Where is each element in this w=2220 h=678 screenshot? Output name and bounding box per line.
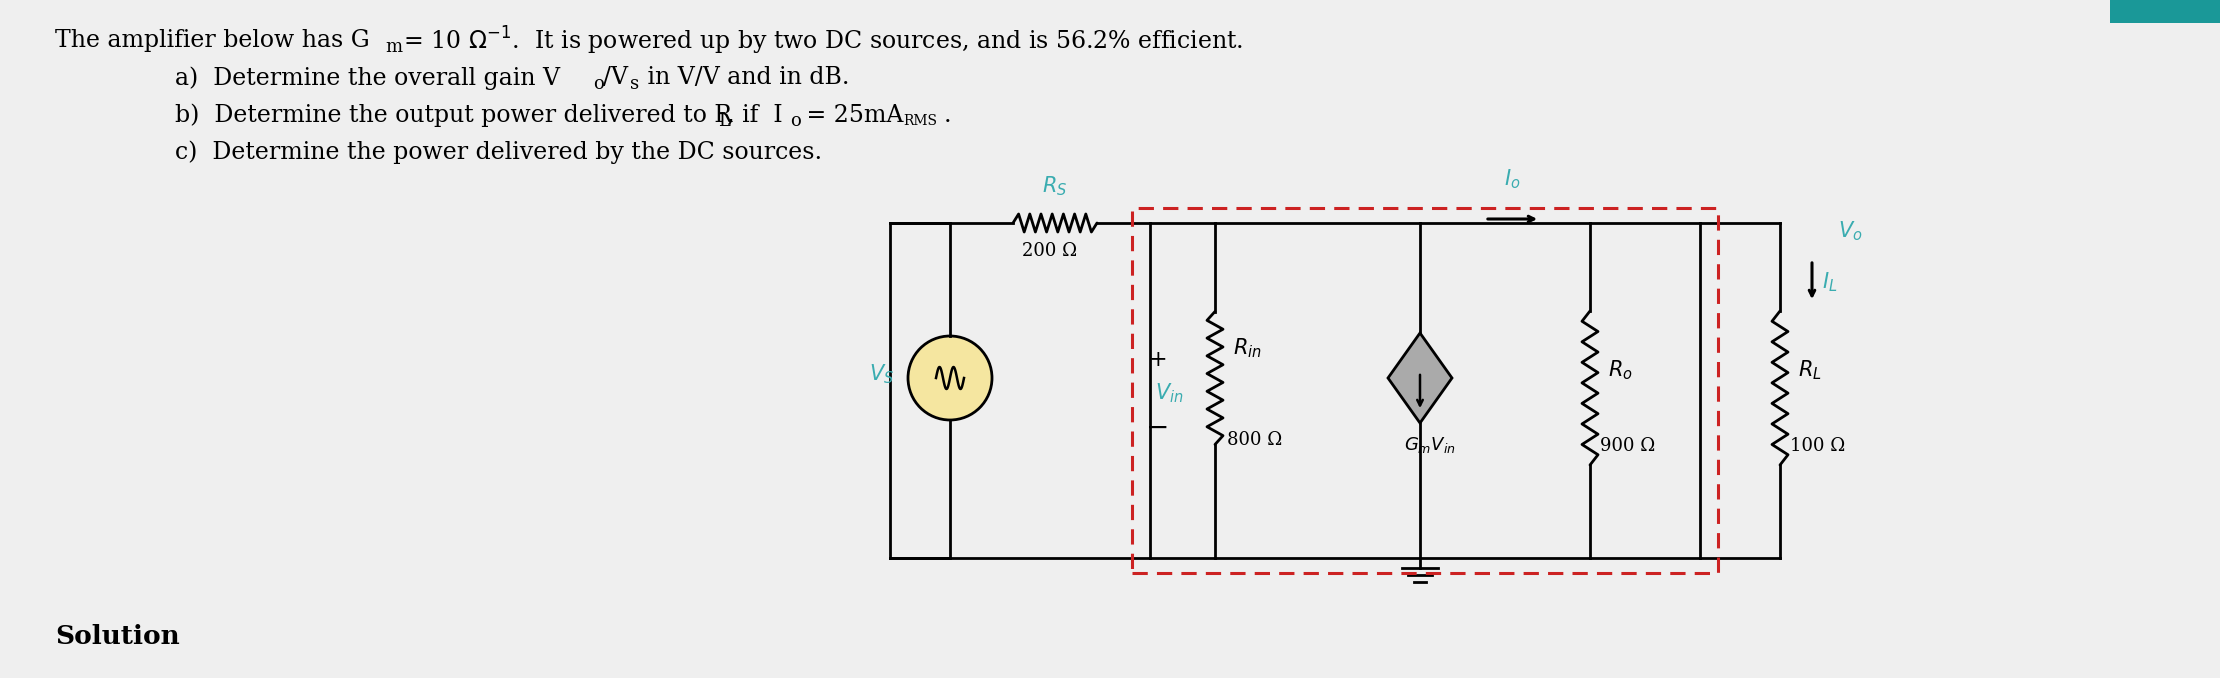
Text: , if  I: , if I bbox=[726, 104, 784, 127]
Text: +: + bbox=[1148, 349, 1168, 371]
Text: $V_S$: $V_S$ bbox=[868, 362, 895, 386]
Text: .: . bbox=[944, 104, 952, 127]
Text: RMS: RMS bbox=[904, 114, 937, 128]
Text: $I_o$: $I_o$ bbox=[1503, 167, 1521, 191]
Text: b)  Determine the output power delivered to R: b) Determine the output power delivered … bbox=[175, 103, 733, 127]
Text: L: L bbox=[717, 112, 730, 130]
Text: $V_{in}$: $V_{in}$ bbox=[1154, 381, 1183, 405]
Bar bbox=[2109, 0, 2220, 23]
Text: 200 Ω: 200 Ω bbox=[1023, 242, 1077, 260]
Text: 800 Ω: 800 Ω bbox=[1228, 431, 1283, 449]
Text: c)  Determine the power delivered by the DC sources.: c) Determine the power delivered by the … bbox=[175, 140, 821, 164]
Text: −: − bbox=[1146, 414, 1170, 441]
Bar bbox=[1132, 208, 1718, 573]
Text: 900 Ω: 900 Ω bbox=[1601, 437, 1656, 455]
Text: $R_o$: $R_o$ bbox=[1607, 358, 1632, 382]
Text: 100 Ω: 100 Ω bbox=[1789, 437, 1845, 455]
Text: o: o bbox=[790, 112, 801, 130]
Text: o: o bbox=[593, 75, 604, 93]
Text: $I_L$: $I_L$ bbox=[1823, 271, 1838, 294]
Text: $G_m V_{in}$: $G_m V_{in}$ bbox=[1405, 435, 1456, 455]
Text: The amplifier below has G: The amplifier below has G bbox=[56, 30, 371, 52]
Text: s: s bbox=[630, 75, 639, 93]
Text: $V_o$: $V_o$ bbox=[1838, 219, 1863, 243]
Text: $R_{in}$: $R_{in}$ bbox=[1232, 336, 1261, 360]
Polygon shape bbox=[1388, 333, 1452, 423]
Text: = 25mA: = 25mA bbox=[799, 104, 904, 127]
Text: $R_L$: $R_L$ bbox=[1798, 358, 1823, 382]
Text: in V/V and in dB.: in V/V and in dB. bbox=[639, 66, 850, 89]
Text: Solution: Solution bbox=[56, 624, 180, 648]
Circle shape bbox=[908, 336, 992, 420]
Text: = 10 $\Omega^{-1}$.  It is powered up by two DC sources, and is 56.2% efficient.: = 10 $\Omega^{-1}$. It is powered up by … bbox=[395, 25, 1243, 57]
Text: $R_S$: $R_S$ bbox=[1043, 174, 1068, 198]
Text: m: m bbox=[384, 38, 402, 56]
Text: /V: /V bbox=[604, 66, 628, 89]
Text: a)  Determine the overall gain V: a) Determine the overall gain V bbox=[175, 66, 559, 89]
